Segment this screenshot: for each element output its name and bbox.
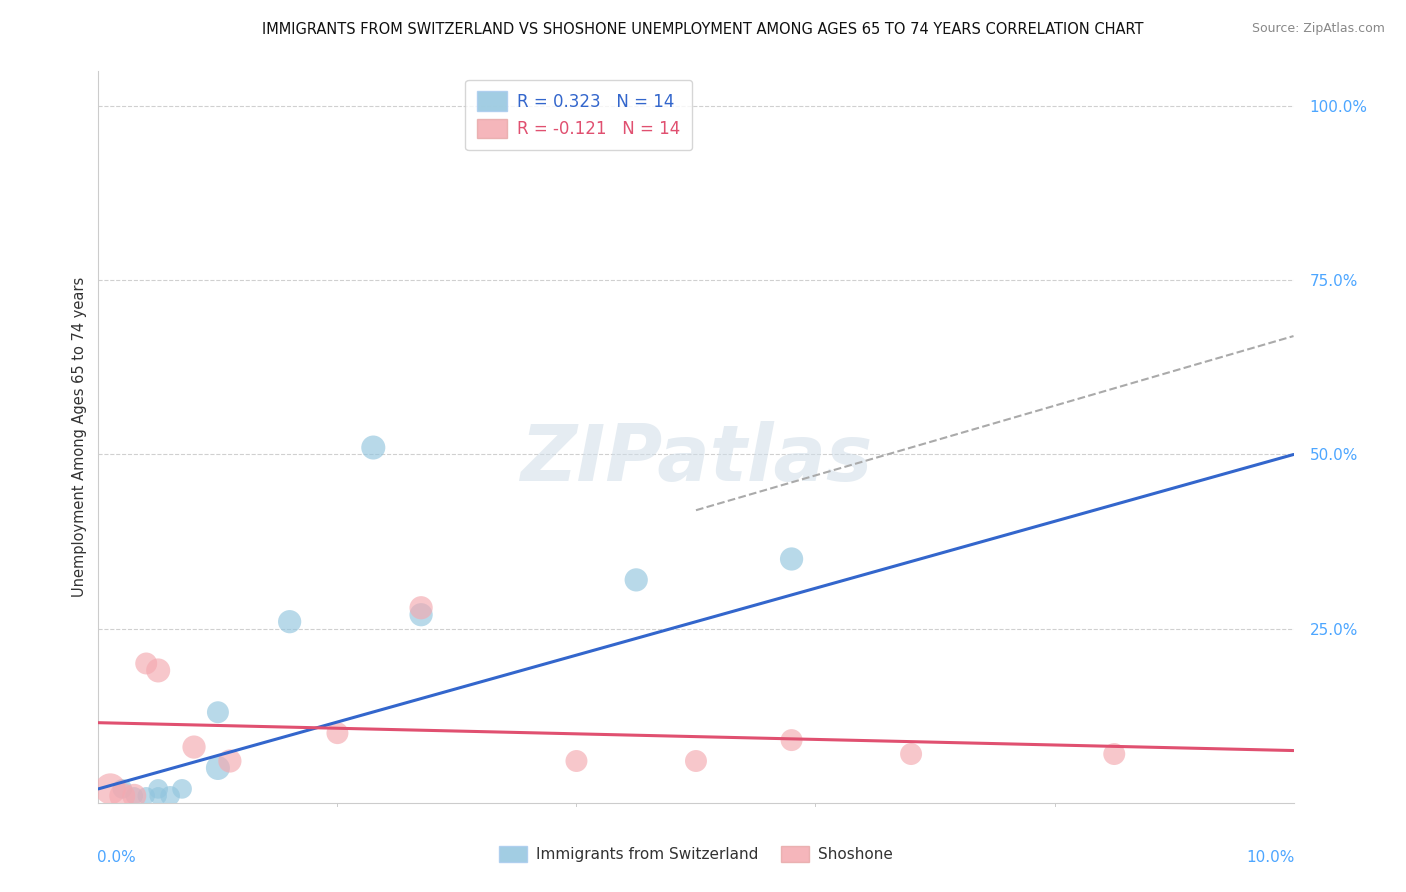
Point: [780, 552, 803, 566]
Text: ZIPatlas: ZIPatlas: [520, 421, 872, 497]
Point: [135, 657, 157, 671]
Point: [1104, 747, 1126, 761]
Point: [685, 754, 707, 768]
Point: [411, 600, 433, 615]
Text: IMMIGRANTS FROM SWITZERLAND VS SHOSHONE UNEMPLOYMENT AMONG AGES 65 TO 74 YEARS C: IMMIGRANTS FROM SWITZERLAND VS SHOSHONE …: [263, 22, 1143, 37]
Point: [111, 789, 134, 803]
Point: [124, 789, 146, 803]
Point: [207, 705, 229, 719]
Point: [207, 761, 229, 775]
Point: [565, 754, 588, 768]
Y-axis label: Unemployment Among Ages 65 to 74 years: Unemployment Among Ages 65 to 74 years: [72, 277, 87, 598]
Text: 0.0%: 0.0%: [97, 850, 136, 865]
Point: [135, 789, 157, 803]
Point: [363, 441, 385, 455]
Point: [326, 726, 349, 740]
Text: 10.0%: 10.0%: [1246, 850, 1295, 865]
Point: [148, 789, 170, 803]
Text: Source: ZipAtlas.com: Source: ZipAtlas.com: [1251, 22, 1385, 36]
Point: [183, 740, 205, 755]
Point: [411, 607, 433, 622]
Point: [148, 664, 170, 678]
Point: [159, 789, 181, 803]
Point: [278, 615, 301, 629]
Point: [124, 789, 146, 803]
Point: [98, 781, 122, 796]
Point: [900, 747, 922, 761]
Point: [780, 733, 803, 747]
Point: [624, 573, 647, 587]
Point: [172, 781, 194, 796]
Point: [148, 781, 170, 796]
Legend: Immigrants from Switzerland, Shoshone: Immigrants from Switzerland, Shoshone: [494, 840, 898, 868]
Point: [111, 781, 134, 796]
Point: [219, 754, 242, 768]
